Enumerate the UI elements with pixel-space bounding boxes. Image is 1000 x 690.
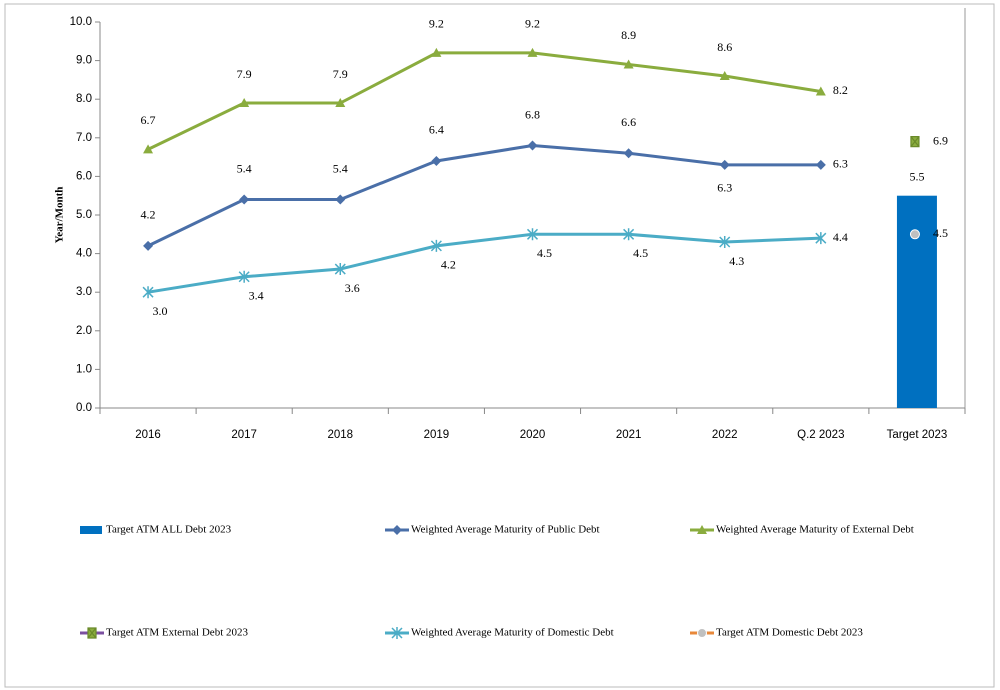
- marker: [697, 628, 707, 638]
- marker: [142, 286, 154, 299]
- marker: [335, 194, 346, 205]
- data-label: 6.9: [933, 133, 948, 147]
- legend-label: Weighted Average Maturity of Domestic De…: [411, 627, 614, 639]
- marker: [143, 240, 154, 251]
- marker: [87, 627, 97, 639]
- legend-item: Target ATM Domestic Debt 2023: [690, 627, 863, 639]
- data-label: 4.4: [833, 230, 848, 244]
- marker: [909, 229, 920, 240]
- marker: [431, 47, 442, 57]
- legend-item: Weighted Average Maturity of External De…: [690, 524, 914, 536]
- y-tick-label: 0.0: [76, 402, 92, 414]
- legend-label: Target ATM ALL Debt 2023: [106, 524, 232, 536]
- marker: [815, 159, 826, 170]
- data-label: 4.5: [633, 246, 648, 260]
- legend-label: Target ATM Domestic Debt 2023: [716, 627, 863, 639]
- marker: [815, 86, 826, 96]
- marker: [143, 144, 154, 154]
- legend-swatch: [80, 526, 102, 534]
- marker: [697, 525, 707, 534]
- legend-item: Weighted Average Maturity of Domestic De…: [385, 627, 614, 639]
- legend-item: Target ATM ALL Debt 2023: [80, 524, 232, 536]
- x-tick-label: 2019: [424, 429, 450, 441]
- marker: [430, 239, 442, 252]
- data-label: 4.2: [441, 258, 456, 272]
- data-label: 4.5: [933, 226, 948, 240]
- y-tick-label: 8.0: [76, 93, 92, 105]
- data-label: 5.5: [909, 169, 924, 183]
- marker: [719, 159, 730, 170]
- data-label: 9.2: [429, 17, 444, 31]
- x-tick-label: 2021: [616, 429, 642, 441]
- data-label: 4.3: [729, 254, 744, 268]
- series-line: [147, 51, 822, 151]
- bar: [896, 195, 937, 408]
- series-line: [147, 144, 821, 248]
- x-tick-label: 2022: [712, 429, 738, 441]
- marker: [239, 194, 250, 205]
- data-label: 3.6: [345, 281, 360, 295]
- marker: [527, 47, 538, 57]
- marker: [335, 98, 346, 108]
- data-label: 4.2: [141, 208, 156, 222]
- y-tick-label: 4.0: [76, 248, 92, 260]
- marker: [526, 228, 539, 241]
- data-label: 5.4: [333, 161, 348, 175]
- marker: [391, 627, 403, 639]
- marker: [392, 525, 402, 535]
- y-tick-label: 3.0: [76, 286, 92, 298]
- x-tick-label: 2016: [135, 429, 161, 441]
- marker: [815, 232, 827, 245]
- marker: [719, 236, 731, 249]
- marker: [431, 155, 442, 166]
- chart-frame: [4, 3, 995, 688]
- y-tick-label: 9.0: [76, 55, 92, 67]
- data-label: 8.6: [717, 40, 732, 54]
- data-label: 7.9: [237, 67, 252, 81]
- data-label: 6.8: [525, 107, 540, 121]
- marker: [719, 71, 730, 81]
- legend-label: Weighted Average Maturity of Public Debt: [411, 524, 600, 536]
- data-label: 7.9: [333, 67, 348, 81]
- marker: [623, 148, 634, 159]
- marker: [239, 98, 250, 108]
- y-tick-label: 6.0: [76, 170, 92, 182]
- data-label: 3.4: [249, 289, 264, 303]
- y-tick-label: 1.0: [76, 363, 92, 375]
- y-tick-label: 7.0: [76, 132, 92, 144]
- y-tick-label: 2.0: [76, 325, 92, 337]
- data-label: 6.7: [141, 113, 156, 127]
- legend-label: Target ATM External Debt 2023: [106, 627, 248, 639]
- x-tick-label: Target 2023: [887, 429, 948, 441]
- x-tick-label: 2020: [520, 429, 546, 441]
- y-tick-label: 5.0: [76, 209, 92, 221]
- marker: [334, 263, 346, 276]
- legend-label: Weighted Average Maturity of External De…: [716, 524, 914, 536]
- y-axis-label: Year/Month: [54, 187, 66, 244]
- data-label: 4.5: [537, 246, 552, 260]
- x-tick-label: 2017: [231, 429, 257, 441]
- marker: [238, 270, 250, 283]
- data-label: 5.4: [237, 161, 252, 175]
- data-label: 3.0: [153, 304, 168, 318]
- legend-item: Target ATM External Debt 2023: [80, 627, 248, 639]
- data-label: 6.3: [833, 157, 848, 171]
- marker: [910, 136, 920, 148]
- marker: [623, 59, 634, 69]
- data-label: 8.9: [621, 28, 636, 42]
- data-label: 6.3: [717, 181, 732, 195]
- series-line: [147, 232, 821, 294]
- legend-item: Weighted Average Maturity of Public Debt: [385, 524, 600, 536]
- y-tick-label: 10.0: [70, 16, 92, 28]
- data-label: 9.2: [525, 17, 540, 31]
- x-tick-label: Q.2 2023: [797, 429, 844, 441]
- marker: [527, 140, 538, 151]
- data-label: 6.4: [429, 123, 444, 137]
- x-tick-label: 2018: [327, 429, 353, 441]
- data-label: 6.6: [621, 115, 636, 129]
- data-label: 8.2: [833, 83, 848, 97]
- marker: [623, 228, 635, 241]
